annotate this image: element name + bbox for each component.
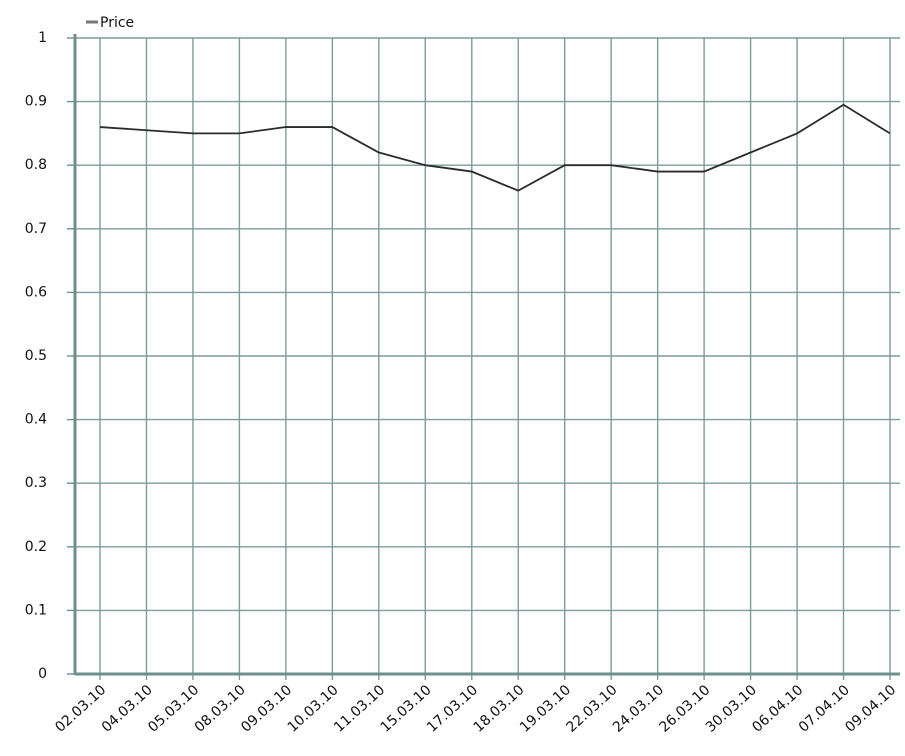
x-tick-label: 08.03.10 [192,682,249,736]
x-tick-label: 18.03.10 [471,682,528,736]
x-tick-label: 17.03.10 [424,682,481,736]
y-tick-label: 0.8 [25,157,47,173]
legend-label: Price [100,15,134,31]
x-tick-label: 24.03.10 [610,682,667,736]
x-tick-label: 07.04.10 [796,682,853,736]
x-tick-label: 10.03.10 [285,682,342,736]
x-tick-label: 06.04.10 [749,682,806,736]
legend: Price [86,15,134,31]
x-tick-label: 19.03.10 [517,682,574,736]
x-tick-label: 11.03.10 [331,682,388,736]
y-tick-label: 0.6 [25,284,47,300]
x-tick-label: 05.03.10 [145,682,202,736]
y-tick-label: 0 [38,666,47,682]
x-tick-label: 09.04.10 [842,682,899,736]
x-tick-label: 30.03.10 [703,682,760,736]
y-tick-label: 0.1 [25,602,47,618]
x-tick-label: 15.03.10 [378,682,435,736]
x-tick-label: 04.03.10 [99,682,156,736]
x-tick-label: 22.03.10 [563,682,620,736]
line [99,103,891,192]
y-tick-label: 0.5 [25,348,47,364]
y-tick-label: 0.7 [25,221,47,237]
y-tick-label: 0.9 [25,94,47,110]
y-tick-label: 0.4 [25,412,47,428]
x-tick-label: 02.03.10 [52,682,109,736]
x-tick-label: 09.03.10 [238,682,295,736]
y-tick-label: 0.3 [25,475,47,491]
x-tick-label: 26.03.10 [656,682,713,736]
y-tick-label: 0.2 [25,539,47,555]
y-tick-label: 1 [38,30,47,46]
